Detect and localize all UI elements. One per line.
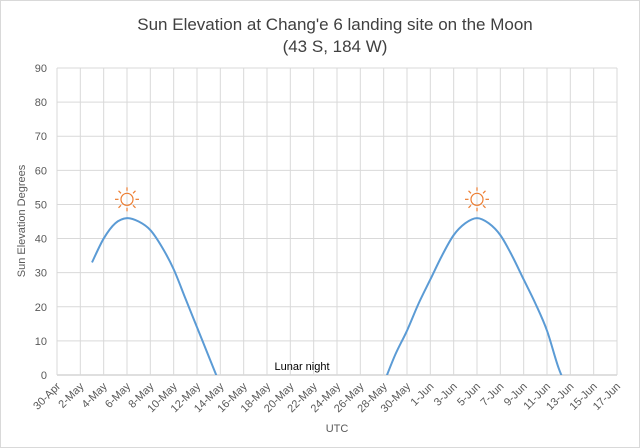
y-tick-label: 70 xyxy=(35,131,47,143)
lunar-night-annotation: Lunar night xyxy=(274,361,329,373)
x-tick-label: 30-Apr xyxy=(31,380,63,412)
y-tick-label: 30 xyxy=(35,268,47,280)
y-tick-label: 50 xyxy=(35,199,47,211)
sun-ray xyxy=(118,190,122,194)
y-axis-label: Sun Elevation Degrees xyxy=(16,164,28,277)
x-tick-label: 5-Jun xyxy=(455,381,483,409)
x-tick-label: 7-Jun xyxy=(479,381,507,409)
x-tick-label: 1-Jun xyxy=(409,381,437,409)
sun-ray xyxy=(118,204,122,209)
sun-ray xyxy=(132,190,136,194)
x-tick-label: 3-Jun xyxy=(432,381,460,409)
sun-icon xyxy=(115,187,139,212)
sun-ray xyxy=(132,204,136,209)
sun-ray xyxy=(482,204,486,209)
y-tick-label: 60 xyxy=(35,165,47,177)
series-line-1 xyxy=(91,217,218,375)
x-axis-label: UTC xyxy=(326,423,349,435)
sun-ray xyxy=(468,190,472,194)
sun-disc xyxy=(120,192,134,206)
y-tick-label: 0 xyxy=(41,370,47,382)
sun-ray xyxy=(482,190,486,194)
sun-disc xyxy=(470,192,484,206)
y-tick-label: 10 xyxy=(35,336,47,348)
y-tick-label: 20 xyxy=(35,302,47,314)
sun-icon xyxy=(465,187,489,212)
chart-title: Sun Elevation at Chang'e 6 landing site … xyxy=(137,15,532,34)
chart-subtitle: (43 S, 184 W) xyxy=(283,37,388,56)
y-tick-label: 40 xyxy=(35,234,47,246)
sun-ray xyxy=(468,204,472,209)
y-tick-label: 90 xyxy=(35,63,47,75)
series-line-2 xyxy=(385,217,563,375)
y-tick-label: 80 xyxy=(35,97,47,109)
